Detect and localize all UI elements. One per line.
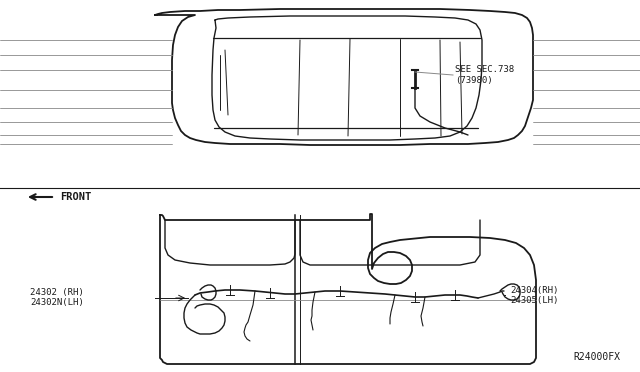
- Text: R24000FX: R24000FX: [573, 352, 620, 362]
- Text: 24302 (RH): 24302 (RH): [30, 289, 84, 298]
- Text: 24304(RH): 24304(RH): [510, 285, 558, 295]
- Text: 24302N(LH): 24302N(LH): [30, 298, 84, 308]
- Text: SEE SEC.738
(73980): SEE SEC.738 (73980): [455, 65, 514, 85]
- Text: FRONT: FRONT: [60, 192, 92, 202]
- Text: 24305(LH): 24305(LH): [510, 295, 558, 305]
